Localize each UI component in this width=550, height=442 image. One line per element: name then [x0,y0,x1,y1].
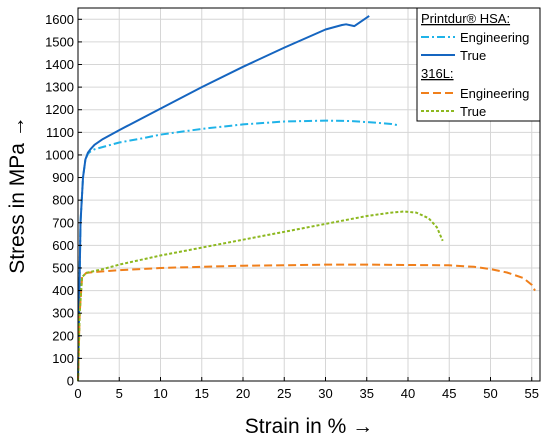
y-tick-label: 300 [52,306,74,321]
y-tick-label: 1200 [45,102,74,117]
y-tick-label: 700 [52,215,74,230]
x-tick-label: 15 [195,386,209,401]
legend-group-heading: 316L: [421,66,454,81]
y-tick-label: 1500 [45,34,74,49]
legend-entry-label: Engineering [460,30,529,45]
y-tick-label: 1100 [46,125,74,140]
legend: Printdur® HSA: Engineering True 316L: En… [416,7,541,122]
legend-entry-label: True [460,104,486,119]
x-tick-label: 45 [442,386,456,401]
series-line-316l-true [77,210,444,382]
x-axis: 0 5 10 15 20 25 30 35 40 45 50 55 [74,377,539,401]
series-line-printdur-hsa-true [77,15,370,382]
x-tick-label: 50 [483,386,497,401]
legend-entry-label: True [460,48,486,63]
y-tick-label: 1600 [45,12,74,27]
x-tick-label: 20 [236,386,250,401]
y-tick-label: 900 [52,170,74,185]
y-tick-label: 600 [52,238,74,253]
y-tick-label: 1300 [45,80,74,95]
y-tick-label: 400 [52,283,74,298]
y-tick-label: 1000 [45,147,74,162]
legend-entry-label: Engineering [460,86,529,101]
x-tick-label: 0 [74,386,81,401]
y-axis: 0 100 200 300 400 500 600 700 800 900 1000 1100 1200… [45,12,82,389]
x-tick-label: 55 [525,386,539,401]
y-tick-label: 200 [52,328,74,343]
y-tick-label: 1400 [45,57,74,72]
x-tick-label: 25 [277,386,291,401]
x-axis-title: Strain in % → [245,415,373,438]
y-tick-label: 800 [52,193,74,208]
y-axis-title: Stress in MPa → [6,116,29,274]
y-tick-label: 0 [67,374,74,389]
x-tick-label: 30 [318,386,332,401]
legend-box [416,7,541,122]
series-lines [77,15,536,382]
x-tick-label: 35 [360,386,374,401]
y-tick-label: 100 [52,351,74,366]
x-tick-label: 40 [401,386,415,401]
legend-group-heading: Printdur® HSA: [421,11,510,26]
x-tick-label: 5 [116,386,123,401]
y-tick-label: 500 [52,260,74,275]
plot-frame [77,7,541,382]
x-tick-label: 10 [153,386,167,401]
